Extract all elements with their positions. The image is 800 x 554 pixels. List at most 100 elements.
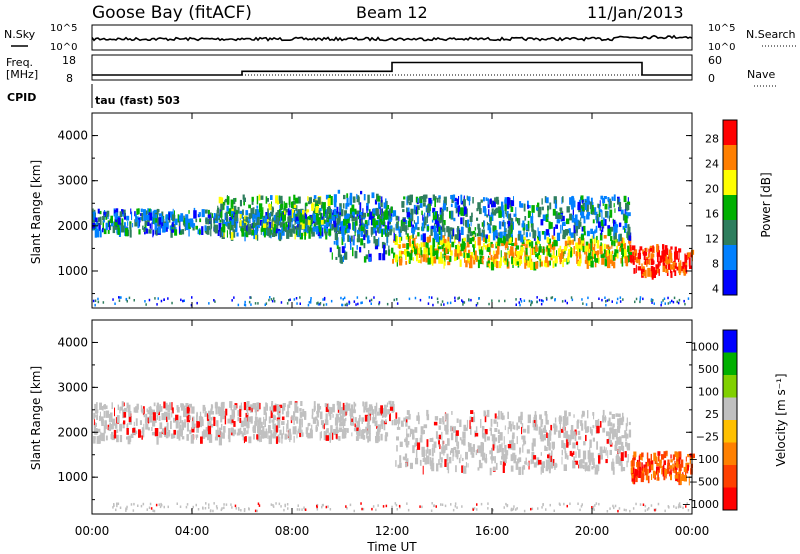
data-cell: [97, 429, 100, 433]
data-cell: [402, 209, 405, 213]
data-cell: [327, 505, 329, 508]
data-cell: [514, 259, 516, 266]
data-cell: [451, 241, 455, 248]
data-cell: [273, 405, 277, 412]
data-cell: [444, 504, 447, 508]
data-cell: [340, 296, 342, 300]
data-cell: [268, 204, 272, 211]
data-cell: [388, 245, 390, 253]
data-cell: [502, 453, 506, 462]
data-cell: [370, 298, 373, 302]
data-cell: [412, 227, 415, 235]
data-cell: [581, 410, 585, 417]
data-cell: [270, 211, 274, 217]
data-cell: [280, 505, 282, 508]
data-cell: [270, 298, 273, 301]
data-cell: [626, 417, 628, 427]
data-cell: [487, 198, 489, 205]
velocity-colorbar-label: Velocity [m s⁻¹]: [774, 373, 788, 466]
data-cell: [633, 475, 636, 485]
data-cell: [119, 406, 121, 412]
data-cell: [556, 215, 561, 219]
data-cell: [95, 221, 98, 230]
data-cell: [255, 209, 259, 218]
data-cell: [303, 508, 306, 511]
data-cell: [360, 228, 363, 237]
data-cell: [607, 246, 611, 250]
data-cell: [616, 249, 619, 259]
data-cell: [112, 225, 116, 234]
data-cell: [628, 252, 632, 257]
data-cell: [574, 434, 577, 441]
data-cell: [208, 225, 210, 229]
data-cell: [529, 232, 531, 237]
data-cell: [536, 457, 540, 466]
data-cell: [511, 242, 515, 246]
data-cell: [286, 229, 290, 239]
data-cell: [324, 231, 328, 236]
data-cell: [245, 224, 248, 234]
colorbar-swatch: [723, 330, 737, 353]
data-cell: [157, 297, 159, 300]
data-cell: [178, 220, 181, 227]
data-cell: [341, 433, 345, 439]
data-cell: [417, 259, 422, 263]
data-cell: [561, 197, 563, 204]
data-cell: [392, 258, 394, 264]
data-cell: [275, 197, 278, 204]
data-cell: [137, 219, 140, 229]
data-cell: [105, 216, 108, 220]
data-cell: [149, 502, 152, 506]
data-cell: [513, 196, 514, 201]
data-cell: [630, 244, 632, 251]
data-cell: [247, 416, 251, 422]
data-cell: [299, 419, 302, 428]
data-cell: [345, 213, 349, 219]
data-cell: [211, 223, 213, 229]
data-cell: [174, 229, 178, 236]
data-cell: [483, 426, 485, 431]
data-cell: [421, 222, 424, 232]
data-cell: [393, 239, 395, 243]
data-cell: [596, 425, 600, 434]
data-cell: [109, 218, 111, 223]
data-cell: [364, 414, 368, 422]
data-cell: [510, 217, 513, 224]
data-cell: [624, 215, 628, 223]
data-cell: [488, 302, 490, 306]
data-cell: [425, 242, 429, 248]
data-cell: [339, 254, 342, 263]
data-cell: [260, 195, 264, 200]
data-cell: [462, 431, 466, 439]
data-cell: [318, 208, 322, 212]
data-cell: [612, 254, 615, 261]
data-cell: [377, 435, 380, 442]
data-cell: [221, 219, 224, 224]
data-cell: [408, 239, 411, 247]
data-cell: [413, 220, 415, 224]
data-cell: [483, 197, 485, 202]
data-cell: [337, 211, 339, 218]
data-cell: [431, 225, 434, 229]
data-cell: [652, 299, 654, 302]
data-cell: [136, 216, 139, 221]
data-cell: [490, 418, 493, 427]
data-cell: [246, 421, 250, 429]
data-cell: [495, 196, 499, 204]
data-cell: [331, 223, 334, 231]
data-cell: [674, 270, 677, 276]
data-cell: [115, 226, 117, 230]
data-cell: [402, 456, 404, 460]
colorbar-tick-label: 500: [698, 363, 719, 376]
data-cell: [616, 301, 618, 305]
data-cell: [309, 225, 312, 232]
data-cell: [339, 206, 341, 213]
data-cell: [672, 463, 674, 469]
data-cell: [173, 429, 176, 435]
data-cell: [204, 411, 207, 417]
data-cell: [114, 407, 115, 417]
data-cell: [419, 203, 423, 208]
data-cell: [552, 459, 555, 466]
data-cell: [514, 237, 517, 245]
data-cell: [555, 211, 558, 219]
